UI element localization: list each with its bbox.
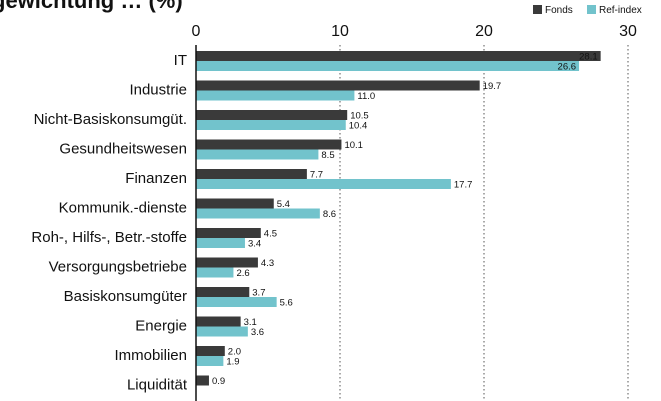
bar-fonds-0 — [196, 51, 601, 61]
bar-fonds-2 — [196, 110, 348, 120]
bar-fonds-7 — [196, 257, 258, 268]
value-label: 17.7 — [454, 180, 473, 191]
value-label: 8.5 — [321, 150, 334, 161]
category-label: IT — [174, 52, 187, 69]
value-label: 7.7 — [310, 170, 323, 181]
bar-ref-index-9 — [196, 326, 248, 337]
category-label: Liquidität — [127, 377, 188, 394]
value-label: 4.3 — [261, 258, 274, 269]
value-label: 19.7 — [483, 81, 502, 92]
bar-ref-index-5 — [196, 208, 320, 219]
bar-fonds-9 — [196, 316, 241, 327]
category-labels: IT Industrie Nicht-Basiskonsumgüt. Gesundhe… — [31, 52, 187, 394]
value-label: 2.6 — [236, 268, 249, 279]
category-label: Industrie — [129, 82, 187, 99]
bar-ref-index-8 — [196, 297, 277, 307]
grid — [339, 45, 629, 401]
bar-fonds-5 — [196, 198, 274, 209]
bar-ref-index-4 — [196, 179, 451, 189]
bar-ref-index-7 — [196, 267, 234, 278]
category-label: Finanzen — [125, 170, 187, 187]
value-label: 11.0 — [357, 91, 375, 102]
value-label: 4.5 — [264, 229, 277, 240]
category-label: Versorgungsbetriebe — [49, 259, 187, 276]
value-label: 5.4 — [277, 199, 290, 210]
value-label: 10.4 — [349, 121, 368, 132]
category-label: Nicht-Basiskonsumgüt. — [34, 111, 187, 128]
value-label: 3.7 — [252, 288, 265, 299]
value-label: 3.1 — [244, 317, 257, 328]
bar-fonds-10 — [196, 346, 225, 356]
value-label: 3.6 — [251, 327, 264, 338]
bar-ref-index-10 — [196, 356, 224, 366]
bar-fonds-8 — [196, 287, 250, 297]
bar-ref-index-2 — [196, 120, 346, 130]
value-label: 28.1 — [579, 52, 598, 63]
category-label: Energie — [135, 318, 187, 335]
value-label: 8.6 — [323, 209, 336, 220]
legend-label-fonds: Fonds — [545, 5, 573, 16]
category-label: Roh-, Hilfs-, Betr.-stoffe — [31, 229, 187, 246]
legend-swatch-ref-index — [587, 5, 596, 14]
value-label: 10.1 — [344, 140, 363, 151]
bar-ref-index-0 — [196, 61, 580, 71]
x-tick-label-20: 20 — [475, 23, 493, 40]
category-label: Kommunik.-dienste — [59, 200, 187, 217]
bar-fonds-4 — [196, 169, 307, 179]
value-label: 0.9 — [212, 376, 225, 387]
legend: Fonds Ref-index — [533, 5, 642, 16]
bars: 28.126.6 19.7 11.0 10.510.4 10.1 8.5 7.7 17.7 5.… — [196, 51, 601, 387]
bar-ref-index-3 — [196, 149, 319, 160]
x-tick-label-10: 10 — [331, 23, 349, 40]
bar-fonds-1 — [196, 80, 480, 91]
category-label: Gesundheitswesen — [59, 141, 187, 158]
value-label: 2.0 — [228, 347, 241, 358]
legend-label-ref-index: Ref-index — [599, 5, 642, 16]
value-label: 26.6 — [558, 62, 577, 73]
category-label: Immobilien — [114, 347, 187, 364]
legend-swatch-fonds — [533, 5, 542, 14]
bar-fonds-11 — [196, 375, 209, 386]
category-label: Basiskonsumgüter — [64, 288, 187, 305]
value-label: 3.4 — [248, 239, 261, 250]
x-tick-label-0: 0 — [192, 23, 201, 40]
value-label: 5.6 — [280, 298, 293, 309]
bar-fonds-3 — [196, 139, 342, 150]
bar-ref-index-6 — [196, 238, 245, 248]
x-tick-label-30: 30 — [619, 23, 637, 40]
value-label: 1.9 — [226, 357, 239, 368]
value-label: 10.5 — [350, 111, 369, 122]
x-axis-ticks: 0 10 20 30 — [192, 23, 637, 40]
chart-title: gewichtung … (%) — [0, 0, 183, 13]
bar-fonds-6 — [196, 228, 261, 238]
bar-ref-index-1 — [196, 90, 355, 101]
